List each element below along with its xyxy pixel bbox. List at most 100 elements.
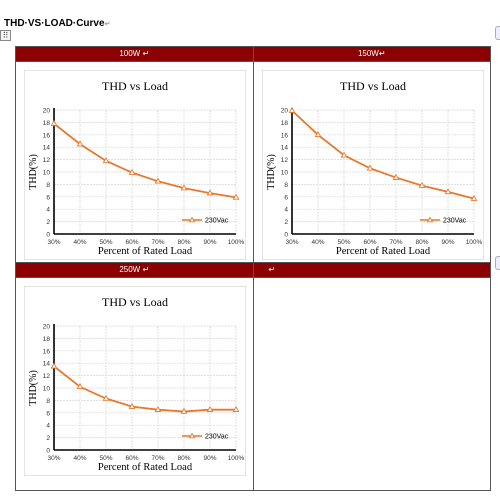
- data-point-marker: [50, 362, 58, 369]
- legend-label: 230Vac: [443, 218, 467, 225]
- x-tick-label: 70%: [151, 455, 164, 462]
- y-tick-label: 12: [43, 373, 51, 380]
- y-tick-label: 18: [43, 336, 51, 343]
- y-tick-label: 20: [280, 108, 288, 115]
- y-tick-label: 0: [46, 232, 50, 239]
- chart-frame: [261, 70, 484, 260]
- data-point-marker: [418, 181, 425, 188]
- data-point-marker: [444, 188, 451, 195]
- y-tick-label: 18: [43, 120, 51, 127]
- y-tick-label: 20: [43, 108, 51, 115]
- x-tick-label: 100%: [228, 239, 245, 246]
- panel-header-label: 150W: [357, 49, 379, 58]
- x-axis-label: Percent of Rated Load: [98, 246, 193, 257]
- data-point-marker: [76, 383, 84, 390]
- document-title: THD·VS·LOAD·Curve↵: [4, 18, 110, 29]
- data-point-marker: [206, 405, 214, 412]
- legend-label: 230Vac: [205, 434, 229, 441]
- data-point-marker: [340, 151, 347, 158]
- series-line: [53, 365, 236, 413]
- x-tick-label: 40%: [73, 455, 86, 462]
- x-tick-label: 30%: [47, 239, 60, 246]
- y-tick-label: 16: [43, 132, 51, 139]
- x-tick-label: 30%: [285, 239, 298, 246]
- y-tick-label: 8: [46, 182, 50, 189]
- y-tick-label: 4: [46, 207, 50, 214]
- panel-header-250w: 250W ↵: [15, 262, 254, 278]
- paragraph-mark: ↵: [104, 21, 111, 28]
- y-tick-label: 10: [280, 170, 288, 177]
- panel-header-empty: ↵: [252, 262, 491, 278]
- panel-header-label: 100W: [119, 49, 141, 58]
- series-line: [290, 109, 474, 200]
- y-tick-label: 16: [280, 132, 288, 139]
- y-tick-label: 12: [43, 157, 51, 164]
- x-tick-label: 60%: [125, 455, 138, 462]
- x-tick-label: 80%: [177, 455, 190, 462]
- x-tick-label: 90%: [441, 239, 454, 246]
- y-tick-label: 10: [43, 170, 51, 177]
- data-point-marker: [392, 173, 399, 180]
- y-tick-label: 14: [43, 145, 51, 152]
- x-tick-label: 100%: [465, 239, 482, 246]
- y-axis-label: THD(%): [266, 154, 277, 190]
- chart-title: THD vs Load: [340, 79, 406, 93]
- chart-title: THD vs Load: [102, 295, 168, 309]
- panel-header-150w: 150W↵: [252, 46, 491, 62]
- x-axis-label: Percent of Rated Load: [335, 246, 430, 257]
- y-tick-label: 8: [46, 398, 50, 405]
- chart-frame: [24, 286, 246, 476]
- table-move-handle-icon[interactable]: ⠿: [0, 30, 11, 41]
- y-tick-label: 12: [280, 157, 288, 164]
- document-title-text: THD·VS·LOAD·Curve: [4, 18, 105, 29]
- panel-header-100w: 100W ↵: [15, 46, 254, 62]
- x-tick-label: 60%: [125, 239, 138, 246]
- paragraph-mark: ↵: [268, 265, 276, 274]
- data-point-marker: [206, 189, 214, 196]
- y-axis-label: THD(%): [28, 154, 39, 190]
- data-point-marker: [128, 168, 136, 175]
- chart-150w: THD vs Load 0 2 4 6 8 10 12 14 16 18 20 30% 40% 50% 60%…: [261, 70, 484, 260]
- x-tick-label: 80%: [177, 239, 190, 246]
- y-tick-label: 0: [46, 448, 50, 455]
- chart-cell-250w: THD vs Load 0 2 4 6 8 10 12 14 16 18 20 30% 40% 50% 60%…: [15, 277, 254, 491]
- data-point-marker: [50, 119, 58, 126]
- data-point-marker: [180, 184, 188, 191]
- paragraph-mark: ↵: [140, 49, 150, 58]
- x-tick-label: 40%: [73, 239, 86, 246]
- data-point-marker: [76, 140, 84, 147]
- chart-100w: THD vs Load 0 2 4 6 8 10 12 14 16 18 20 30% 40% 50% 60%…: [24, 70, 246, 260]
- side-handle-icon-lower[interactable]: [495, 256, 500, 270]
- data-point-marker: [366, 164, 373, 171]
- data-point-marker: [102, 394, 110, 401]
- x-tick-label: 50%: [337, 239, 350, 246]
- y-tick-label: 2: [46, 435, 50, 442]
- x-tick-label: 100%: [228, 455, 245, 462]
- y-tick-label: 20: [43, 324, 51, 331]
- y-tick-label: 6: [46, 194, 50, 201]
- chart-cell-150w: THD vs Load 0 2 4 6 8 10 12 14 16 18 20 30% 40% 50% 60%…: [252, 61, 491, 263]
- data-point-marker: [180, 407, 188, 414]
- data-point-marker: [288, 106, 295, 113]
- series-line: [53, 122, 237, 199]
- y-tick-label: 0: [284, 232, 288, 239]
- data-point-marker: [470, 194, 477, 201]
- x-tick-label: 90%: [203, 239, 216, 246]
- data-point-marker: [232, 193, 240, 200]
- x-axis-label: Percent of Rated Load: [98, 462, 193, 473]
- y-tick-label: 8: [284, 182, 288, 189]
- panel-header-label: 250W: [119, 265, 141, 274]
- x-tick-label: 50%: [99, 239, 112, 246]
- y-tick-label: 4: [284, 207, 288, 214]
- side-handle-icon[interactable]: [495, 26, 500, 40]
- y-tick-label: 2: [284, 219, 288, 226]
- x-tick-label: 90%: [203, 455, 216, 462]
- y-tick-label: 10: [43, 386, 51, 393]
- legend-marker: [426, 216, 433, 223]
- chart-cell-100w: THD vs Load 0 2 4 6 8 10 12 14 16 18 20 30% 40% 50% 60%…: [15, 61, 254, 263]
- empty-cell: [252, 277, 491, 491]
- data-point-marker: [232, 405, 240, 412]
- chart-250w: THD vs Load 0 2 4 6 8 10 12 14 16 18 20 30% 40% 50% 60%…: [24, 286, 246, 476]
- legend-marker: [188, 432, 196, 439]
- data-point-marker: [154, 177, 162, 184]
